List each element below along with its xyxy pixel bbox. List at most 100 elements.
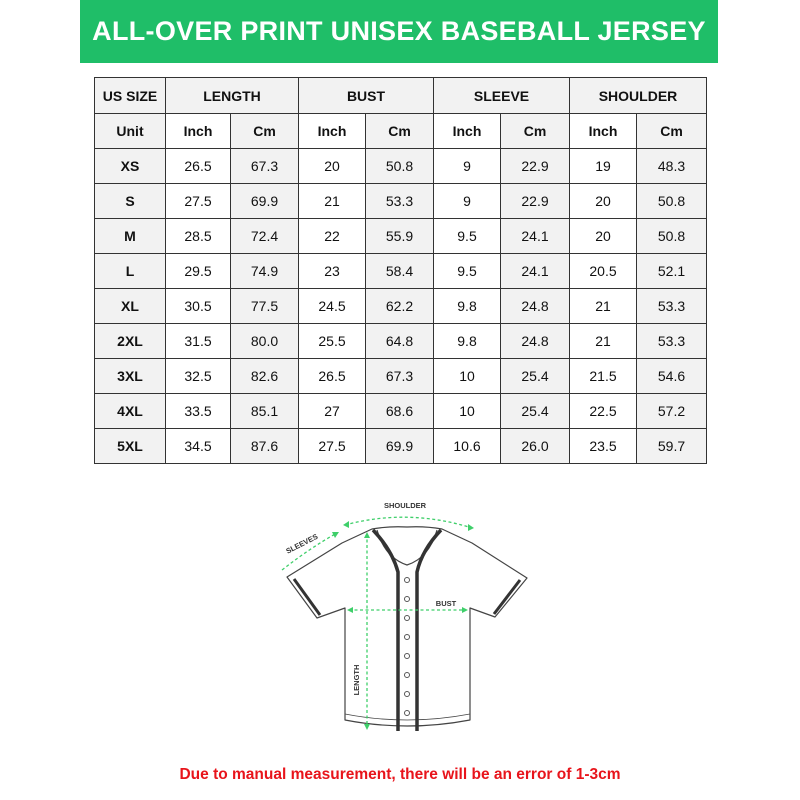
unit-header: Cm [365, 113, 434, 149]
size-cell: XL [94, 288, 166, 324]
placket-stripes [371, 528, 443, 731]
length-label: LENGTH [352, 665, 361, 696]
measure-cell: 9.5 [433, 253, 501, 289]
table-row: 4XL 33.5 85.1 27 68.6 10 25.4 22.5 57.2 [94, 393, 707, 429]
measure-cell: 67.3 [230, 148, 299, 184]
size-cell: M [94, 218, 166, 254]
table-row: XL 30.5 77.5 24.5 62.2 9.8 24.8 21 53.3 [94, 288, 707, 324]
measure-cell: 21.5 [569, 358, 637, 394]
measure-cell: 30.5 [165, 288, 231, 324]
measure-cell: 28.5 [165, 218, 231, 254]
measure-cell: 20 [569, 183, 637, 219]
measure-cell: 22.5 [569, 393, 637, 429]
measure-cell: 34.5 [165, 428, 231, 464]
unit-header: Inch [433, 113, 501, 149]
measure-cell: 53.3 [636, 323, 707, 359]
measure-cell: 29.5 [165, 253, 231, 289]
unit-header: Inch [298, 113, 366, 149]
measure-cell: 25.4 [500, 358, 570, 394]
table-row: XS 26.5 67.3 20 50.8 9 22.9 19 48.3 [94, 148, 707, 184]
column-header: US SIZE [94, 77, 166, 114]
measure-cell: 54.6 [636, 358, 707, 394]
page-title: ALL-OVER PRINT UNISEX BASEBALL JERSEY [92, 16, 706, 46]
measurement-note: Due to manual measurement, there will be… [179, 766, 621, 783]
measure-cell: 77.5 [230, 288, 299, 324]
jersey-diagram: SHOULDER SLEEVES BUST LENGTH [281, 501, 528, 731]
measure-cell: 9 [433, 148, 501, 184]
measure-cell: 21 [569, 323, 637, 359]
table-header-row: US SIZE LENGTH BUST SLEEVE SHOULDER [94, 77, 707, 114]
measure-cell: 59.7 [636, 428, 707, 464]
measure-cell: 69.9 [230, 183, 299, 219]
sleeves-label: SLEEVES [284, 532, 319, 556]
measure-cell: 19 [569, 148, 637, 184]
size-cell: 5XL [94, 428, 166, 464]
unit-header: Cm [636, 113, 707, 149]
size-cell: XS [94, 148, 166, 184]
measure-cell: 27 [298, 393, 366, 429]
unit-header: Inch [165, 113, 231, 149]
unit-header: Cm [500, 113, 570, 149]
measure-cell: 74.9 [230, 253, 299, 289]
measure-cell: 50.8 [636, 218, 707, 254]
measure-cell: 27.5 [298, 428, 366, 464]
measure-lines [281, 516, 473, 728]
column-header: LENGTH [165, 77, 299, 114]
unit-row: Unit Inch Cm Inch Cm Inch Cm Inch Cm [94, 113, 707, 149]
measure-cell: 32.5 [165, 358, 231, 394]
column-header: SLEEVE [433, 77, 570, 114]
measure-cell: 24.8 [500, 323, 570, 359]
measure-cell: 52.1 [636, 253, 707, 289]
measure-cell: 58.4 [365, 253, 434, 289]
measure-cell: 10.6 [433, 428, 501, 464]
measure-cell: 24.5 [298, 288, 366, 324]
size-chart-table: US SIZE LENGTH BUST SLEEVE SHOULDER Unit Inch C… [94, 77, 707, 464]
measure-cell: 26.0 [500, 428, 570, 464]
title-banner: ALL-OVER PRINT UNISEX BASEBALL JERSEY [80, 0, 718, 63]
measure-cell: 20 [298, 148, 366, 184]
table-row: L 29.5 74.9 23 58.4 9.5 24.1 20.5 52.1 [94, 253, 707, 289]
column-header: SHOULDER [569, 77, 707, 114]
measure-cell: 9.8 [433, 288, 501, 324]
measure-cell: 24.1 [500, 253, 570, 289]
measure-cell: 72.4 [230, 218, 299, 254]
measure-cell: 31.5 [165, 323, 231, 359]
measure-cell: 50.8 [636, 183, 707, 219]
measure-cell: 23 [298, 253, 366, 289]
size-cell: 4XL [94, 393, 166, 429]
arrowheads [332, 521, 474, 730]
column-header: BUST [298, 77, 434, 114]
measure-cell: 22.9 [500, 183, 570, 219]
measure-cell: 64.8 [365, 323, 434, 359]
measure-cell: 10 [433, 358, 501, 394]
measure-cell: 55.9 [365, 218, 434, 254]
measure-cell: 48.3 [636, 148, 707, 184]
bust-label: BUST [436, 599, 457, 608]
size-cell: S [94, 183, 166, 219]
measure-cell: 25.4 [500, 393, 570, 429]
shoulder-label: SHOULDER [384, 501, 427, 510]
measure-cell: 53.3 [365, 183, 434, 219]
table-row: M 28.5 72.4 22 55.9 9.5 24.1 20 50.8 [94, 218, 707, 254]
measure-cell: 27.5 [165, 183, 231, 219]
measure-cell: 82.6 [230, 358, 299, 394]
measure-cell: 10 [433, 393, 501, 429]
table-row: S 27.5 69.9 21 53.3 9 22.9 20 50.8 [94, 183, 707, 219]
unit-header: Inch [569, 113, 637, 149]
measure-cell: 9.8 [433, 323, 501, 359]
size-cell: 3XL [94, 358, 166, 394]
size-cell: 2XL [94, 323, 166, 359]
measure-cell: 24.1 [500, 218, 570, 254]
measure-cell: 25.5 [298, 323, 366, 359]
measure-cell: 21 [569, 288, 637, 324]
measure-cell: 20 [569, 218, 637, 254]
measure-cell: 87.6 [230, 428, 299, 464]
measure-cell: 9 [433, 183, 501, 219]
measure-cell: 53.3 [636, 288, 707, 324]
unit-header: Cm [230, 113, 299, 149]
measure-cell: 24.8 [500, 288, 570, 324]
sleeve-stripes [292, 578, 522, 616]
measure-cell: 80.0 [230, 323, 299, 359]
table-row: 5XL 34.5 87.6 27.5 69.9 10.6 26.0 23.5 59.7 [94, 428, 707, 464]
size-cell: L [94, 253, 166, 289]
